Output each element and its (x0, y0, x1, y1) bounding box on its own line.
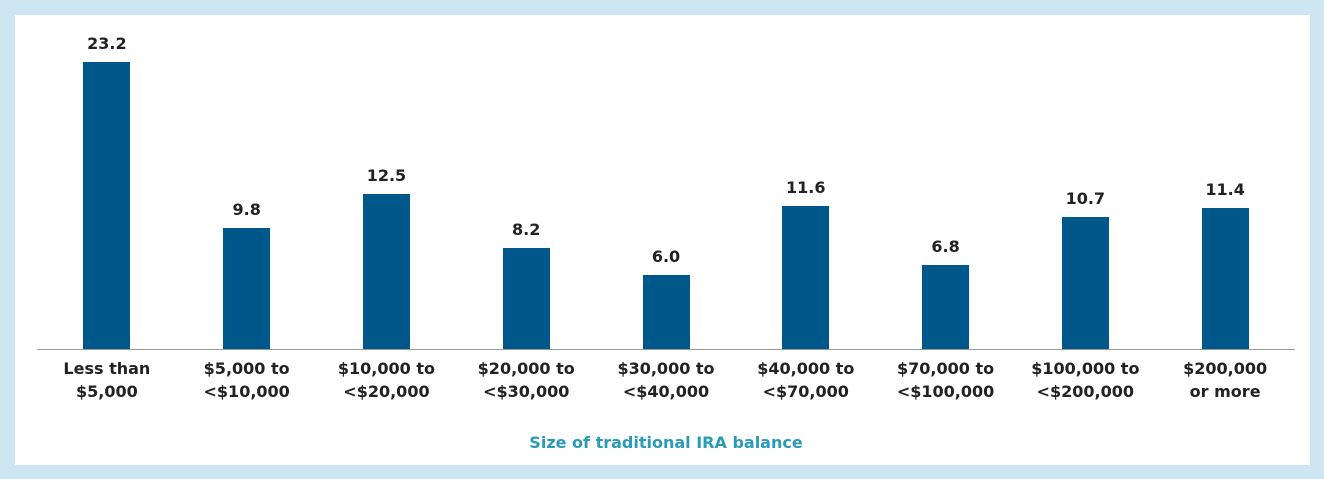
bar (1201, 207, 1249, 349)
x-tick-label: $10,000 to <$20,000 (337, 359, 435, 401)
bar (502, 247, 550, 349)
value-label: 9.8 (232, 199, 261, 219)
bar (782, 205, 830, 349)
x-tick-label: $100,000 to <$200,000 (1031, 359, 1140, 401)
value-label: 12.5 (366, 166, 407, 186)
x-tick-label: $5,000 to <$10,000 (203, 359, 290, 401)
bar (223, 227, 271, 349)
bar (922, 264, 970, 349)
x-axis (37, 349, 1295, 350)
value-label: 11.4 (1205, 179, 1245, 199)
value-label: 8.2 (512, 219, 541, 239)
x-tick-label: Less than $5,000 (63, 359, 151, 401)
x-tick-label: $30,000 to <$40,000 (617, 359, 715, 401)
bar (1061, 216, 1109, 349)
value-label: 6.8 (931, 236, 960, 256)
bar (642, 274, 690, 349)
x-tick-label: $40,000 to <$70,000 (757, 359, 855, 401)
value-label: 6.0 (651, 246, 681, 266)
x-tick-label: $70,000 to <$100,000 (896, 359, 995, 401)
bar (362, 194, 410, 349)
x-tick-label: $200,000 or more (1183, 359, 1268, 401)
value-label: 11.6 (786, 177, 826, 197)
x-tick-label: $20,000 to <$30,000 (477, 359, 575, 401)
x-axis-title: Size of traditional IRA balance (529, 433, 803, 452)
bar (83, 62, 131, 349)
value-label: 23.2 (87, 34, 127, 54)
value-label: 10.7 (1065, 188, 1106, 208)
